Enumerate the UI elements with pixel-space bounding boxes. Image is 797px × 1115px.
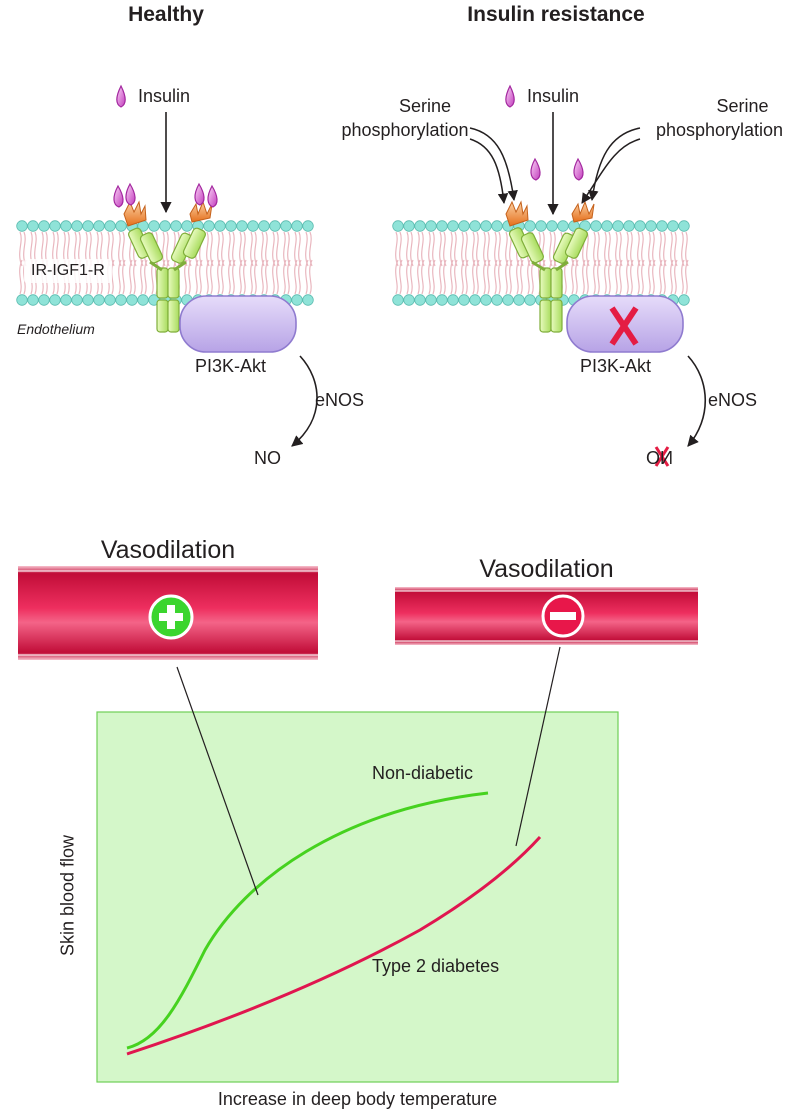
enos-arrow-healthy: [291, 355, 318, 447]
plus-sign-icon: [148, 594, 194, 640]
pi3k-akt-kinase-healthy: [179, 295, 297, 353]
curve-type-2-diabetes: [126, 835, 542, 1056]
legend-non-diabetic: Non-diabetic: [372, 763, 474, 783]
insulin-bound-right-icon: [194, 182, 218, 208]
insulin-label-healthy: Insulin: [138, 86, 191, 106]
serine-line: Serine: [716, 96, 769, 116]
enos-arrow-insulin-resistance: [687, 355, 706, 447]
kinase-label-healthy: PI3K-Akt: [195, 356, 267, 376]
curve-non-diabetic: [126, 791, 489, 1050]
serine-phosphorylation-label-right: Serine phosphorylation: [642, 94, 797, 142]
vasodilation-label-right: Vasodilation: [479, 555, 614, 583]
insulin-label-insulin-resistance: Insulin: [527, 86, 580, 106]
serine-phosphorylation-arrows-right: [581, 127, 641, 204]
serine-line: Serine: [398, 96, 452, 116]
no-block-x-icon: [654, 446, 670, 467]
insulin-unbound-right-icon: [573, 157, 584, 181]
panel-title-insulin-resistance: Insulin resistance: [467, 3, 645, 26]
graph-area: [96, 711, 619, 1083]
no-label-healthy: NO: [254, 448, 281, 468]
serine-phosphorylation-label-left: Serine phosphorylation: [330, 94, 480, 142]
kinase-label-insulin-resistance: PI3K-Akt: [580, 356, 652, 376]
membrane-insulin-resistance: [392, 220, 690, 306]
legend-type-2-diabetes: Type 2 diabetes: [372, 956, 500, 976]
enos-label-healthy: eNOS: [315, 390, 365, 410]
enos-label-insulin-resistance: eNOS: [708, 390, 758, 410]
vasodilation-label-left: Vasodilation: [100, 536, 236, 564]
panel-title-healthy: Healthy: [128, 3, 204, 26]
insulin-molecule-icon: [505, 84, 515, 108]
receptor-insulin-resistance: [505, 200, 595, 333]
serine-phosphorylation-arrows-left: [469, 127, 518, 205]
insulin-bound-left-icon: [113, 182, 136, 208]
insulin-molecule-icon: [116, 84, 126, 108]
connector-line-left: [176, 666, 259, 896]
y-axis-label: Skin blood flow: [57, 834, 78, 957]
receptor-label: IR-IGF1-R: [24, 259, 112, 283]
x-axis-label: Increase in deep body temperature: [217, 1089, 498, 1109]
minus-sign-icon: [541, 594, 585, 638]
connector-line-right: [515, 646, 561, 847]
insulin-unbound-left-icon: [530, 157, 541, 181]
block-x-icon: [609, 306, 639, 346]
no-label-insulin-resistance: NO: [646, 448, 673, 468]
endothelium-label: Endothelium: [17, 321, 95, 337]
receptor-healthy: [123, 200, 213, 333]
phosphorylation-line: phosphorylation: [655, 120, 784, 140]
phosphorylation-line: phosphorylation: [341, 120, 469, 140]
